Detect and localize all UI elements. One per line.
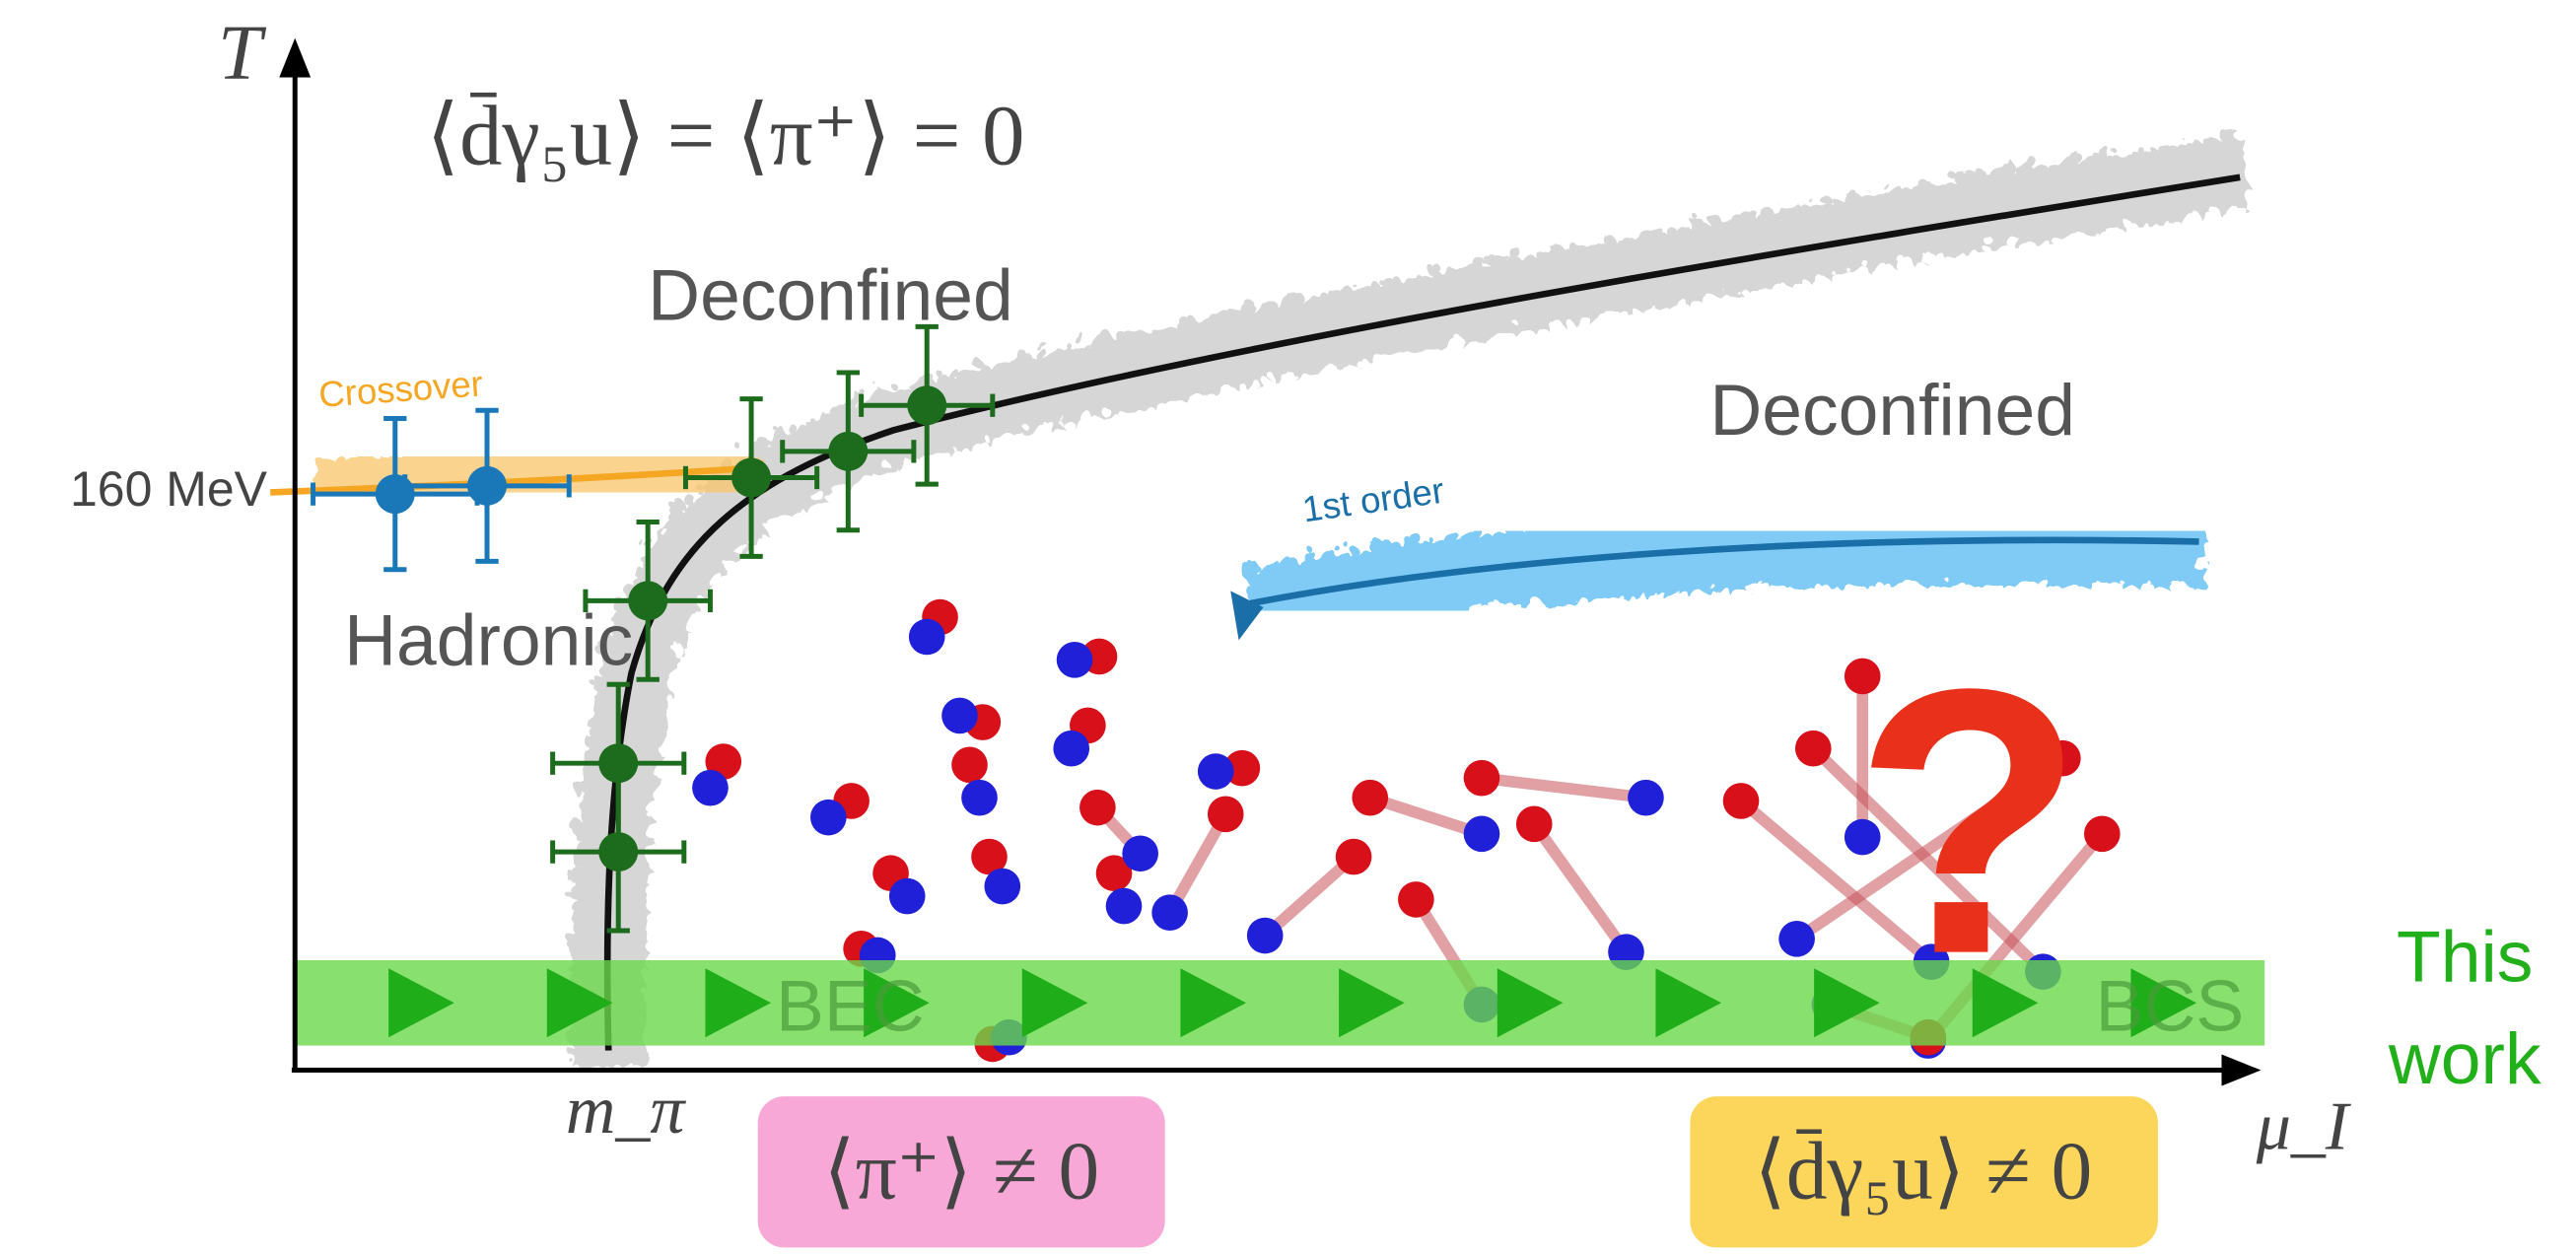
region-label: BEC (776, 966, 925, 1047)
quark (1352, 780, 1388, 816)
quark (1516, 805, 1553, 842)
point (467, 466, 507, 506)
quark (951, 747, 988, 784)
point (731, 458, 771, 498)
antiquark (1464, 815, 1500, 852)
quark (1398, 881, 1434, 918)
y-mark: 160 MeV (70, 461, 268, 517)
antiquark (1057, 642, 1093, 678)
top-condition: ⟨d̄γ₅u⟩ = ⟨π⁺⟩ = 0 (426, 88, 1024, 182)
antiquark (984, 869, 1020, 905)
antiquark (961, 780, 998, 816)
this-work: work (2388, 1018, 2541, 1099)
point (598, 832, 638, 871)
meson-link (1534, 824, 1626, 952)
point (828, 432, 868, 471)
transition-label: Crossover (317, 363, 484, 415)
page: {"axes": {"y_label": "T", "x_label": "μ_… (0, 0, 2576, 1254)
point (628, 581, 667, 620)
region-label: BCS (2096, 966, 2245, 1047)
antiquark (941, 698, 978, 734)
quark (1795, 731, 1832, 767)
point (907, 385, 946, 425)
antiquark (1778, 921, 1815, 957)
phase-diagram: T μ_I 160 MeV m_π ⟨d̄γ₅u⟩ = ⟨π⁺⟩ = 0 Dec… (0, 0, 2576, 1254)
quark (1336, 839, 1372, 875)
x-label: μ_I (2256, 1088, 2352, 1164)
meson-link (1482, 778, 1645, 798)
antiquark (1628, 780, 1664, 816)
transition-label: 1st order (1300, 470, 1447, 530)
y-label: T (218, 10, 267, 97)
antiquark (1198, 753, 1234, 790)
quark (1208, 796, 1244, 832)
quark (2084, 815, 2121, 852)
antiquark (1053, 731, 1089, 767)
antiquark (1247, 918, 1284, 954)
antiquark (810, 800, 847, 836)
condensate-label: ⟨d̄γ₅u⟩ ≠ 0 (1754, 1126, 2092, 1217)
antiquark (692, 770, 729, 806)
this-work: This (2397, 917, 2533, 998)
quark (1464, 760, 1500, 797)
quark (1723, 783, 1760, 819)
antiquark (1151, 894, 1188, 931)
quark (1079, 790, 1116, 826)
region-label: Deconfined (648, 255, 1013, 336)
question-mark: ? (1853, 611, 2084, 1033)
point (376, 474, 415, 514)
x-mark: m_π (566, 1073, 686, 1149)
antiquark (1122, 835, 1158, 871)
antiquark (889, 878, 926, 915)
antiquark (1106, 888, 1143, 925)
region-label: Hadronic (344, 599, 633, 680)
condensate-label: ⟨π⁺⟩ ≠ 0 (823, 1126, 1099, 1217)
region-label: Deconfined (1709, 370, 2075, 451)
antiquark (909, 619, 945, 656)
